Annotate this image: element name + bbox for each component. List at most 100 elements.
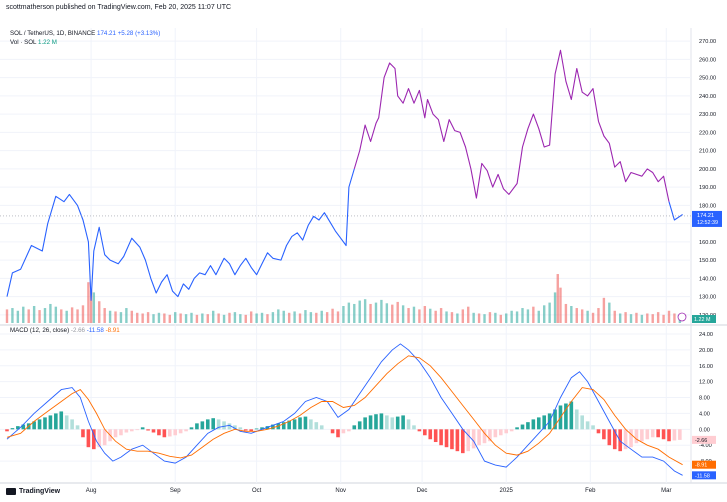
- volume-legend[interactable]: Vol · SOL 1.22 M: [10, 39, 57, 46]
- macd-histogram-bar: [178, 429, 183, 434]
- macd-histogram-bar: [602, 429, 606, 440]
- volume-bar: [293, 311, 296, 323]
- macd-histogram-bar: [200, 421, 205, 430]
- price-tick-label: 250.00: [699, 76, 716, 82]
- macd-histogram-bar: [173, 429, 178, 436]
- volume-bar: [125, 308, 128, 323]
- volume-bar: [618, 313, 622, 323]
- macd-histogram-bar: [661, 429, 666, 440]
- volume-bar: [233, 312, 237, 323]
- macd-histogram-bar: [184, 429, 188, 432]
- last-price-tag-label: 174.21: [697, 213, 714, 219]
- time-tick-label: 2025: [500, 488, 514, 494]
- volume-bar: [369, 303, 372, 323]
- signal-line: [6, 355, 683, 466]
- volume-bar: [54, 306, 58, 323]
- macd-histogram-bar: [336, 429, 340, 438]
- macd-histogram-bar: [157, 429, 161, 436]
- macd-histogram-bar: [189, 427, 194, 430]
- volume-bar: [521, 308, 524, 323]
- price-tick-label: 200.00: [699, 167, 716, 173]
- countdown-tag-label: 12:52:39: [697, 220, 718, 226]
- volume-bar: [184, 314, 188, 323]
- macd-histogram-bar: [672, 429, 677, 441]
- macd-histogram-bar: [130, 429, 134, 432]
- macd-histogram-bar: [423, 429, 427, 436]
- macd-histogram-bar: [596, 429, 601, 434]
- macd-histogram-bar: [385, 415, 389, 430]
- macd-histogram-bar: [390, 417, 395, 430]
- volume-bar: [222, 314, 226, 323]
- price-tick-label: 240.00: [699, 94, 716, 100]
- volume-bar: [526, 309, 530, 323]
- macd-histogram-bar: [140, 427, 145, 430]
- macd-histogram-bar: [43, 417, 47, 430]
- volume-bar: [136, 312, 139, 323]
- volume-bar: [81, 305, 85, 323]
- last-price-tag: [692, 210, 722, 227]
- macd-histogram-bar: [580, 415, 584, 430]
- macd-histogram-bar: [167, 429, 172, 437]
- price-line-blue-end: [668, 201, 683, 221]
- macd-histogram-bar: [645, 429, 650, 440]
- macd-histogram-bar: [102, 429, 107, 446]
- volume-bar: [266, 314, 269, 323]
- macd-histogram-bar: [482, 429, 487, 444]
- price-tick-label: 180.00: [699, 203, 716, 209]
- macd-histogram-bar: [281, 422, 286, 430]
- volume-bar: [16, 310, 20, 323]
- volume-bar: [168, 314, 171, 323]
- macd-legend[interactable]: MACD (12, 26, close) -2.66 -11.58 -8.91: [10, 327, 120, 334]
- macd-histogram-bar: [374, 414, 378, 430]
- price-tick-label: 220.00: [699, 130, 716, 136]
- macd-histogram-bar: [569, 401, 574, 430]
- volume-bar: [461, 309, 465, 323]
- volume-bar: [363, 299, 367, 323]
- volume-bar: [412, 306, 416, 323]
- volume-bar: [586, 310, 589, 323]
- macd-histogram-bar: [146, 429, 150, 431]
- volume-bar: [635, 312, 638, 323]
- macd-histogram-bar: [10, 428, 15, 430]
- volume-bar: [353, 303, 356, 323]
- tradingview-logo[interactable]: TradingView: [6, 488, 60, 495]
- volume-bar: [309, 312, 313, 323]
- volume-bar: [98, 301, 101, 323]
- time-tick-label: Sep: [170, 488, 181, 494]
- price-line-blue: [6, 168, 355, 301]
- macd-histogram-bar: [347, 429, 351, 432]
- volume-bar: [673, 313, 676, 323]
- price-tick-label: 140.00: [699, 276, 716, 282]
- macd-histogram-bar: [623, 429, 628, 450]
- volume-bar: [342, 306, 345, 323]
- time-tick-label: Mar: [661, 488, 671, 494]
- macd-histogram-bar: [37, 419, 42, 430]
- tradingview-brand: TradingView: [19, 488, 61, 495]
- volume-bar: [206, 314, 209, 323]
- price-tick-label: 210.00: [699, 149, 716, 155]
- macd-tick-label: 24.00: [699, 332, 713, 338]
- price-line-purple: [353, 49, 670, 202]
- macd-histogram-bar: [417, 429, 422, 432]
- volume-bar: [358, 300, 361, 323]
- volume-bars: [5, 274, 682, 323]
- volume-bar: [201, 313, 204, 323]
- volume-bar: [152, 314, 155, 323]
- macd-histogram-bar: [211, 418, 215, 430]
- volume-bar: [11, 308, 14, 323]
- volume-bar: [331, 308, 334, 323]
- macd-line: [6, 343, 683, 476]
- macd-histogram-bar: [488, 429, 492, 442]
- symbol-legend[interactable]: SOL / TetherUS, 1D, BINANCE 174.21 +5.28…: [10, 30, 160, 37]
- volume-bar: [543, 305, 546, 323]
- volume-bar: [597, 308, 600, 323]
- volume-bar: [76, 309, 79, 323]
- volume-bar: [119, 312, 123, 323]
- volume-bar: [488, 312, 492, 323]
- volume-bar: [418, 309, 421, 323]
- macd-histogram-bar: [640, 429, 644, 442]
- macd-histogram-bar: [5, 429, 9, 432]
- macd-histogram-bar: [493, 429, 498, 438]
- volume-bar: [190, 312, 193, 323]
